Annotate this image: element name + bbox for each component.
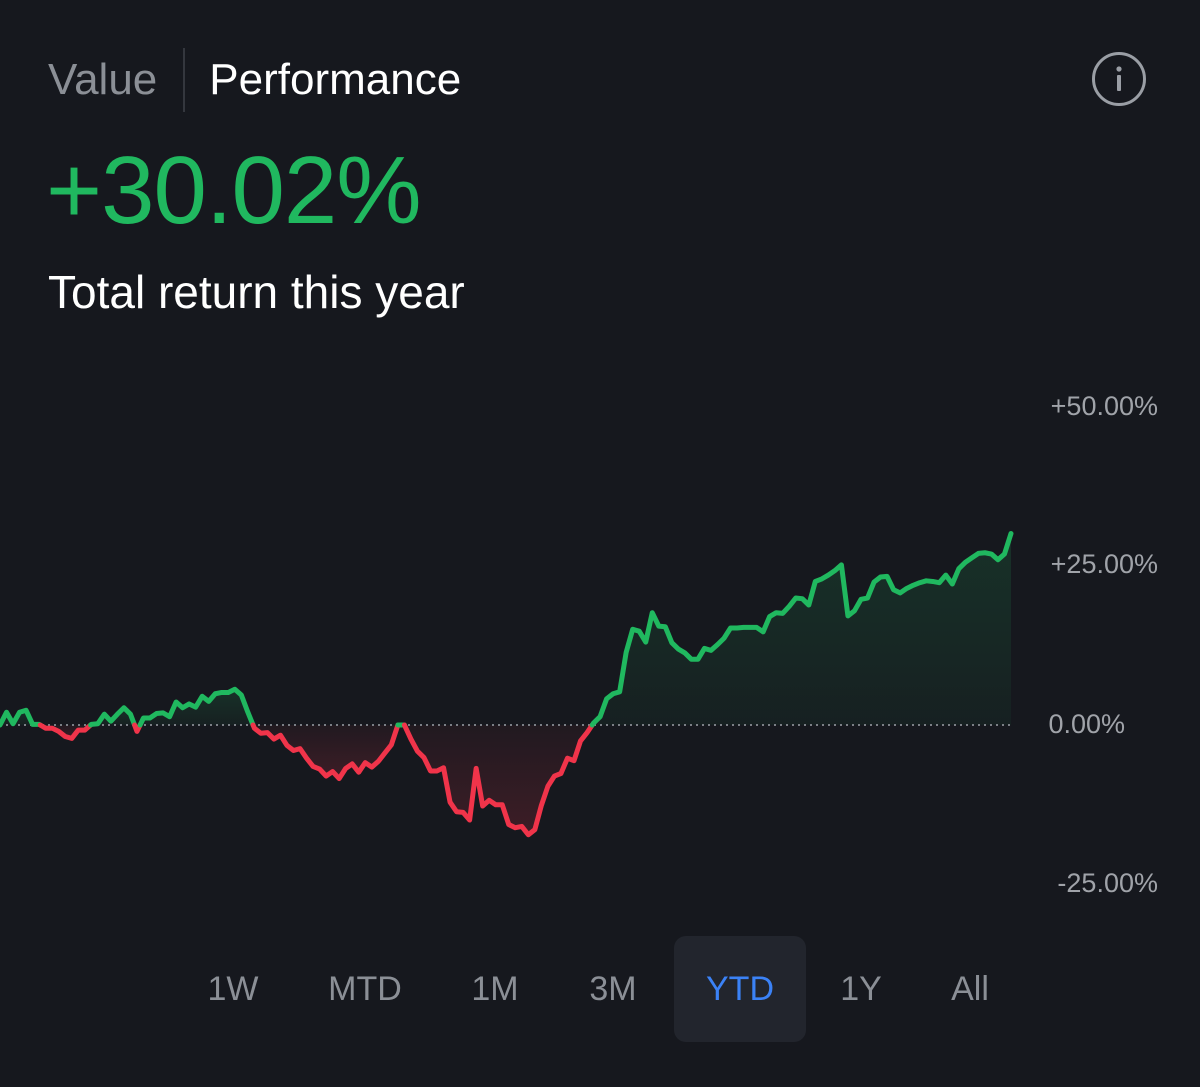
total-return-value: +30.02% (46, 137, 422, 244)
series-line-loss (401, 722, 595, 838)
range-3m[interactable]: 3M (589, 970, 637, 1008)
time-range-selector: 1W MTD 1M 3M YTD 1Y All (0, 936, 1200, 1042)
series-line-gain (589, 530, 1014, 728)
y-tick-label: 0.00% (1048, 709, 1125, 739)
series-line-gain (137, 686, 256, 728)
series-line-loss (37, 722, 94, 741)
view-tabs: Value Performance (48, 48, 461, 112)
range-all[interactable]: All (951, 970, 989, 1008)
loss-area (404, 725, 593, 835)
info-button[interactable] (1092, 52, 1146, 106)
gain-area (592, 533, 1011, 725)
tab-divider (183, 48, 186, 112)
series-line-gain (88, 705, 138, 728)
range-mtd[interactable]: MTD (328, 970, 402, 1008)
range-1w[interactable]: 1W (207, 970, 259, 1008)
total-return-caption: Total return this year (48, 266, 465, 318)
y-tick-label: +50.00% (1050, 391, 1158, 421)
range-ytd[interactable]: YTD (674, 936, 806, 1042)
series-line-loss (250, 722, 401, 782)
tab-value[interactable]: Value (48, 55, 158, 104)
y-tick-label: -25.00% (1057, 868, 1158, 898)
range-1m[interactable]: 1M (471, 970, 519, 1008)
y-tick-label: +25.00% (1050, 549, 1158, 579)
loss-area (253, 725, 398, 779)
tab-performance[interactable]: Performance (209, 55, 462, 104)
info-icon (1116, 66, 1122, 91)
range-1y[interactable]: 1Y (840, 970, 882, 1008)
